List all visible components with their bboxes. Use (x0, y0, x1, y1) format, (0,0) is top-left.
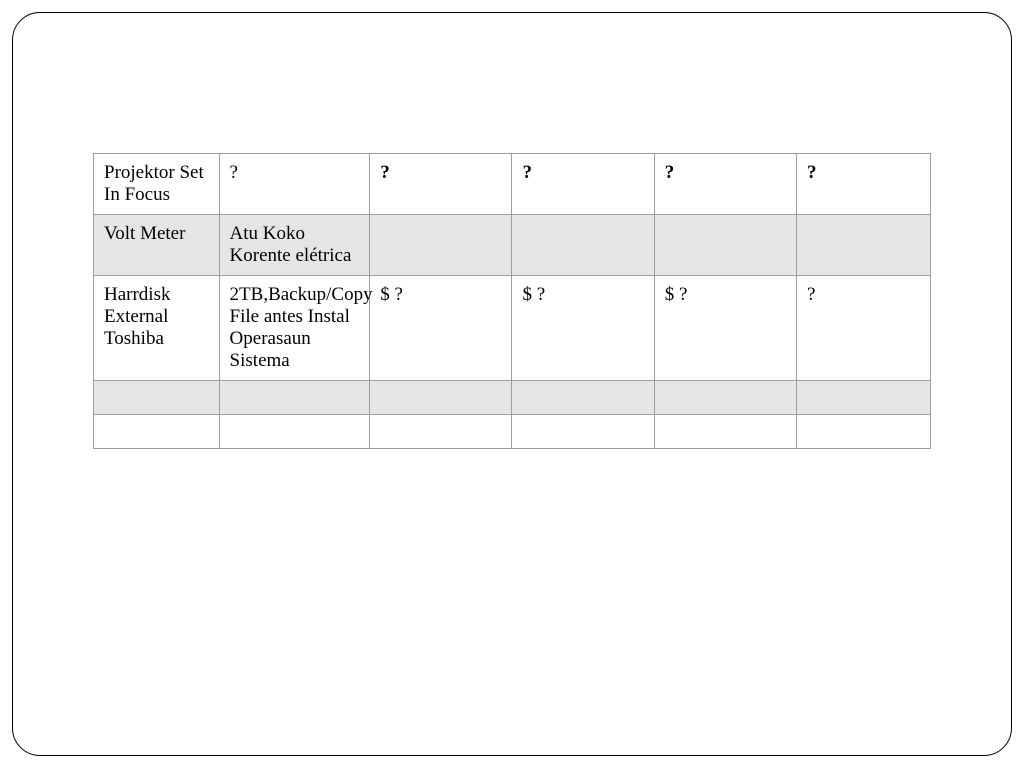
table-cell: ? (654, 154, 796, 215)
table-cell (512, 415, 654, 449)
table-cell (94, 415, 220, 449)
table-cell: $ ? (512, 276, 654, 381)
table-cell (370, 381, 512, 415)
table-cell: $ ? (654, 276, 796, 381)
table-cell: ? (219, 154, 370, 215)
table-row: Volt MeterAtu Koko Korente elétrica (94, 215, 931, 276)
table-row (94, 381, 931, 415)
table-cell (797, 415, 931, 449)
table-cell (654, 415, 796, 449)
table-cell: ? (797, 276, 931, 381)
table-cell: 2TB,Backup/Copy File antes Instal Operas… (219, 276, 370, 381)
table-row: Harrdisk External Toshiba2TB,Backup/Copy… (94, 276, 931, 381)
table-cell (654, 215, 796, 276)
table-cell: Volt Meter (94, 215, 220, 276)
table-cell: Projektor Set In Focus (94, 154, 220, 215)
table-cell: Atu Koko Korente elétrica (219, 215, 370, 276)
table-cell (370, 415, 512, 449)
table-cell (797, 381, 931, 415)
table-cell: ? (797, 154, 931, 215)
table-row: Projektor Set In Focus????? (94, 154, 931, 215)
slide-frame: Projektor Set In Focus?????Volt MeterAtu… (12, 12, 1012, 756)
table-cell (512, 215, 654, 276)
table-body: Projektor Set In Focus?????Volt MeterAtu… (94, 154, 931, 449)
table-cell: $ ? (370, 276, 512, 381)
table-cell (654, 381, 796, 415)
table-cell (219, 415, 370, 449)
table-cell (512, 381, 654, 415)
table-cell (219, 381, 370, 415)
table-cell (797, 215, 931, 276)
table-row (94, 415, 931, 449)
table-cell: Harrdisk External Toshiba (94, 276, 220, 381)
table-cell: ? (370, 154, 512, 215)
equipment-table: Projektor Set In Focus?????Volt MeterAtu… (93, 153, 931, 449)
table-cell (370, 215, 512, 276)
table-cell: ? (512, 154, 654, 215)
table-cell (94, 381, 220, 415)
